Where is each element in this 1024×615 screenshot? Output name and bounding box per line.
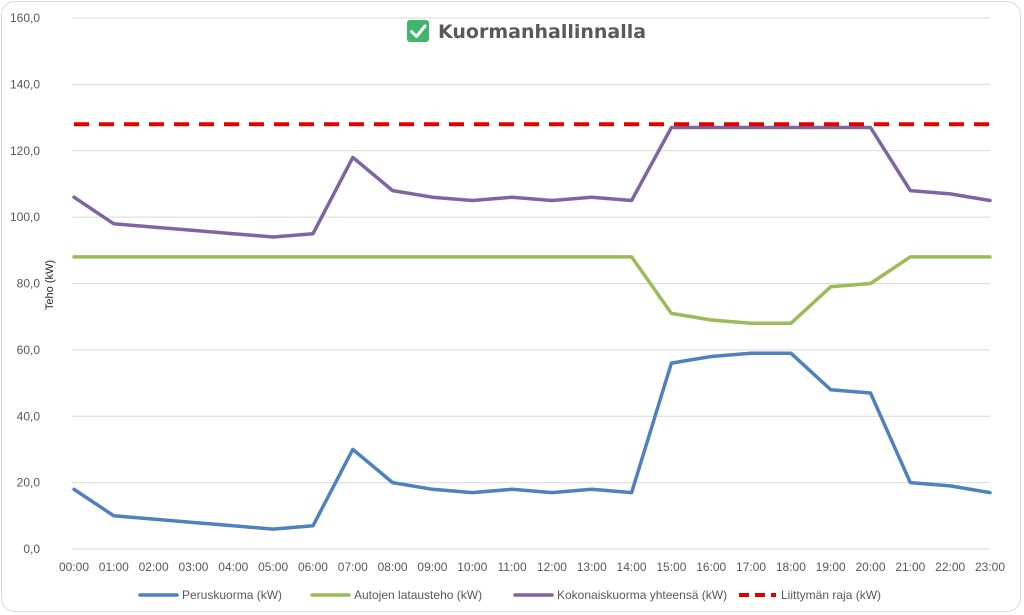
y-tick-label: 0,0 (23, 542, 40, 556)
x-tick-label: 21:00 (895, 560, 925, 574)
x-tick-label: 01:00 (99, 560, 129, 574)
y-tick-label: 20,0 (17, 476, 41, 490)
x-tick-label: 13:00 (577, 560, 607, 574)
x-tick-label: 07:00 (338, 560, 368, 574)
x-axis-ticks: 00:00 01:00 02:00 03:00 04:00 05:00 06:00 07:00… (59, 560, 1005, 574)
y-tick-label: 140,0 (10, 77, 40, 91)
x-tick-label: 15:00 (656, 560, 686, 574)
x-tick-label: 22:00 (935, 560, 965, 574)
x-tick-label: 04:00 (218, 560, 248, 574)
legend-label: Autojen latausteho (kW) (354, 588, 482, 602)
series-line-2 (72, 255, 992, 326)
chart-title: Kuormanhallinnalla (407, 20, 646, 43)
y-tick-label: 120,0 (10, 144, 40, 158)
chart-title-text: Kuormanhallinnalla (438, 21, 646, 43)
y-tick-label: 100,0 (10, 210, 40, 224)
y-tick-label: 160,0 (10, 11, 40, 25)
x-tick-label: 05:00 (258, 560, 288, 574)
legend-label: Peruskuorma (kW) (182, 588, 282, 602)
y-tick-label: 60,0 (17, 343, 41, 357)
series-line-3 (72, 125, 992, 239)
x-tick-label: 18:00 (776, 560, 806, 574)
y-axis-ticks: 0,0 20,0 40,0 60,0 80,0 100,0 120,0 140,0 160,0 (10, 11, 40, 556)
x-tick-label: 23:00 (975, 560, 1005, 574)
y-tick-label: 40,0 (17, 409, 41, 423)
check-mark-icon (407, 20, 429, 42)
x-tick-label: 06:00 (298, 560, 328, 574)
series-lines (72, 122, 992, 531)
y-axis-title: Teho (kW) (44, 260, 56, 310)
y-tick-label: 80,0 (17, 277, 41, 291)
legend-label: Liittymän raja (kW) (781, 588, 881, 602)
x-tick-label: 16:00 (696, 560, 726, 574)
gridlines (72, 17, 990, 550)
x-tick-label: 03:00 (178, 560, 208, 574)
x-tick-label: 11:00 (498, 560, 527, 574)
x-tick-label: 20:00 (856, 560, 886, 574)
x-tick-label: 09:00 (417, 560, 447, 574)
x-tick-label: 02:00 (139, 560, 169, 574)
x-tick-label: 00:00 (59, 560, 89, 574)
legend-label: Kokonaiskuorma yhteensä (kW) (557, 588, 727, 602)
x-tick-label: 08:00 (378, 560, 408, 574)
x-tick-label: 14:00 (617, 560, 647, 574)
x-tick-label: 17:00 (736, 560, 766, 574)
x-tick-label: 10:00 (457, 560, 487, 574)
series-line-1 (72, 351, 992, 531)
x-tick-label: 12:00 (537, 560, 567, 574)
legend: Peruskuorma (kW) Autojen latausteho (kW) K… (138, 588, 881, 602)
x-tick-label: 19:00 (816, 560, 846, 574)
